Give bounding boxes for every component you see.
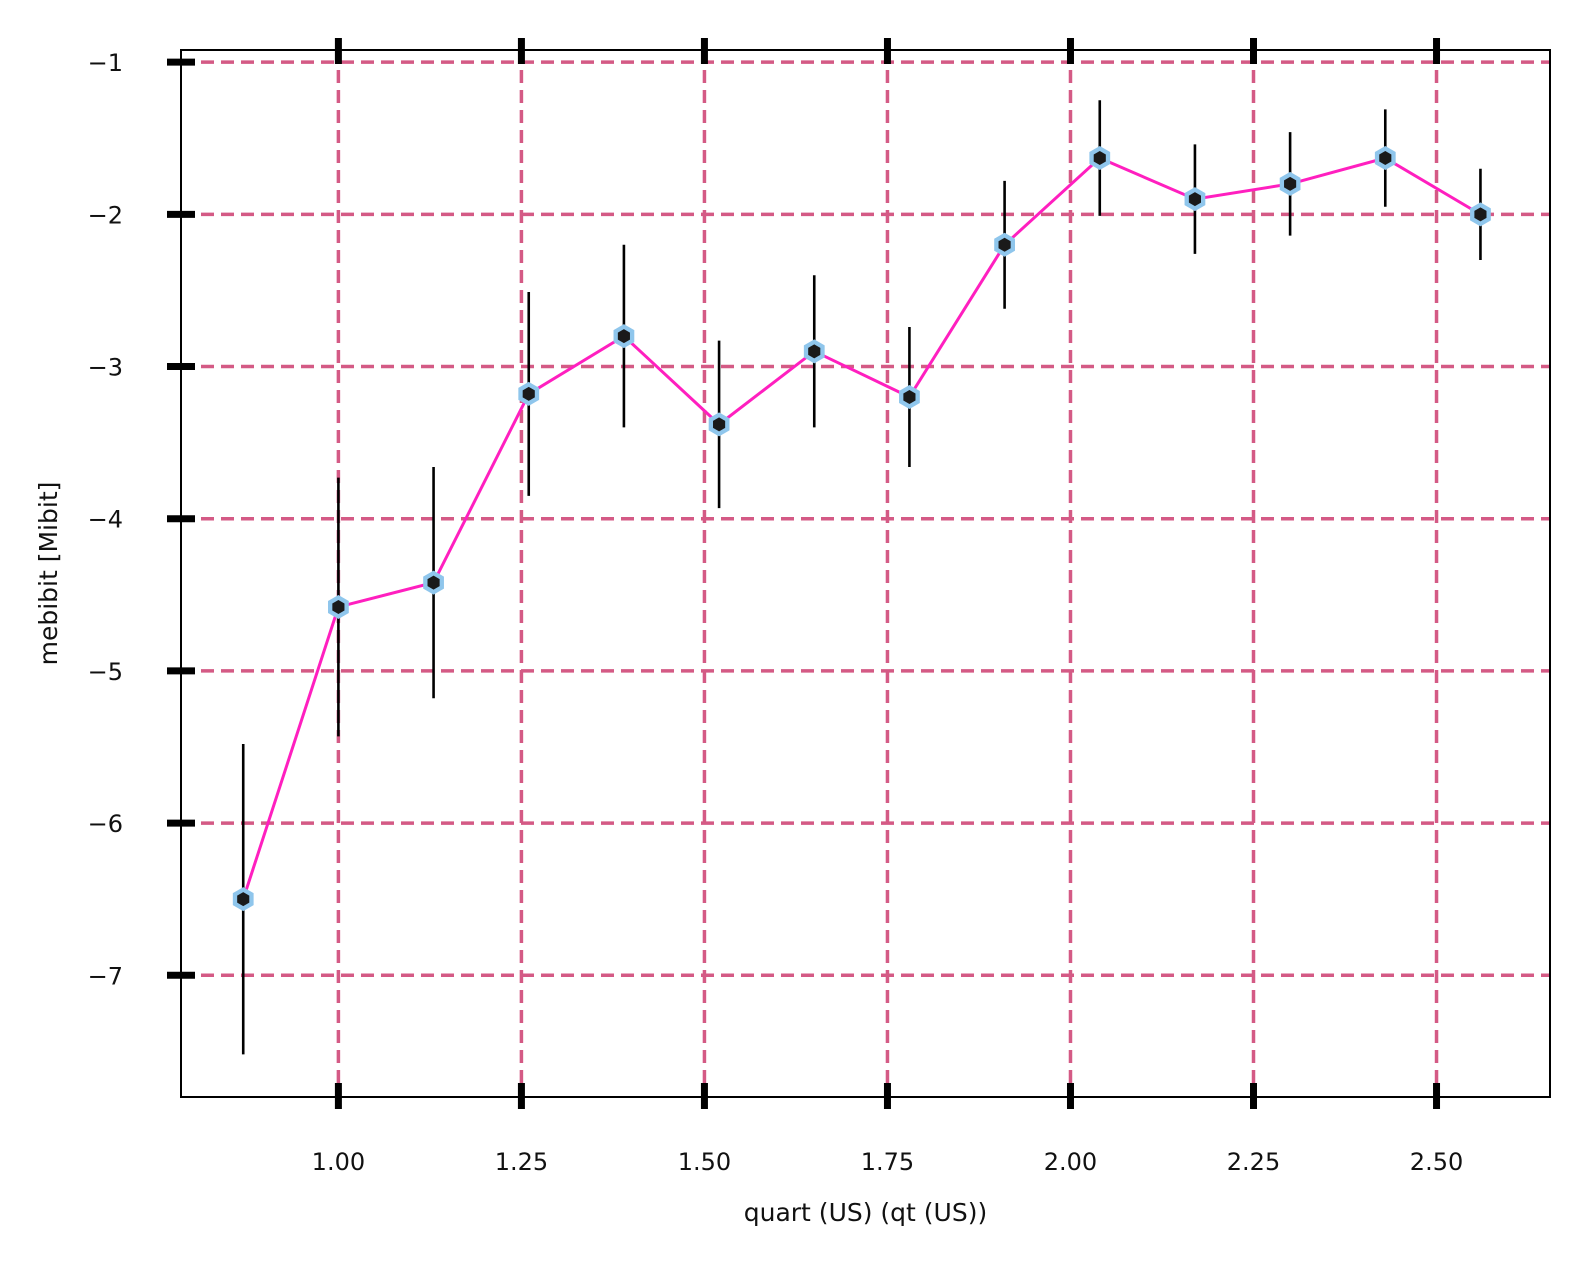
x-tick-label: 2.25 xyxy=(1227,1148,1280,1176)
data-marker xyxy=(427,575,440,590)
y-tick-label: −5 xyxy=(88,658,123,686)
series-line xyxy=(241,156,1482,900)
y-tick-label: −2 xyxy=(88,201,123,229)
data-marker xyxy=(1474,207,1487,222)
data-marker xyxy=(713,417,726,432)
x-tick-label: 1.75 xyxy=(861,1148,914,1176)
y-tick-label: −1 xyxy=(88,49,123,77)
data-marker xyxy=(237,892,250,907)
x-tick-label: 2.00 xyxy=(1044,1148,1097,1176)
y-tick-label: −4 xyxy=(88,506,123,534)
y-tick-label: −6 xyxy=(88,810,123,838)
x-axis-label: quart (US) (qt (US)) xyxy=(744,1198,987,1227)
data-marker xyxy=(1379,151,1392,166)
data-marker xyxy=(808,344,821,359)
series-lines xyxy=(241,156,1482,900)
data-marker xyxy=(522,386,535,401)
ticks xyxy=(167,38,1441,1109)
y-tick-label: −7 xyxy=(88,962,123,990)
data-marker xyxy=(332,599,345,614)
x-tick-label: 1.25 xyxy=(495,1148,548,1176)
y-axis-label: mebibit [Mibit] xyxy=(34,482,63,666)
data-marker xyxy=(998,237,1011,252)
data-markers xyxy=(232,146,1491,912)
data-marker xyxy=(1093,151,1106,166)
data-marker xyxy=(1284,176,1297,191)
data-marker xyxy=(1188,192,1201,207)
plot-frame xyxy=(180,49,1551,1098)
grid xyxy=(181,50,1550,1097)
data-marker xyxy=(617,329,630,344)
x-tick-label: 1.00 xyxy=(312,1148,365,1176)
y-tick-label: −3 xyxy=(88,354,123,382)
data-marker xyxy=(903,389,916,404)
x-tick-label: 2.50 xyxy=(1410,1148,1463,1176)
x-tick-label: 1.50 xyxy=(678,1148,731,1176)
tick-labels: 1.00 1.25 1.50 1.75 2.00 2.25 2.50 −1 −2 −3 −4 −5 −6… xyxy=(88,49,1464,1176)
